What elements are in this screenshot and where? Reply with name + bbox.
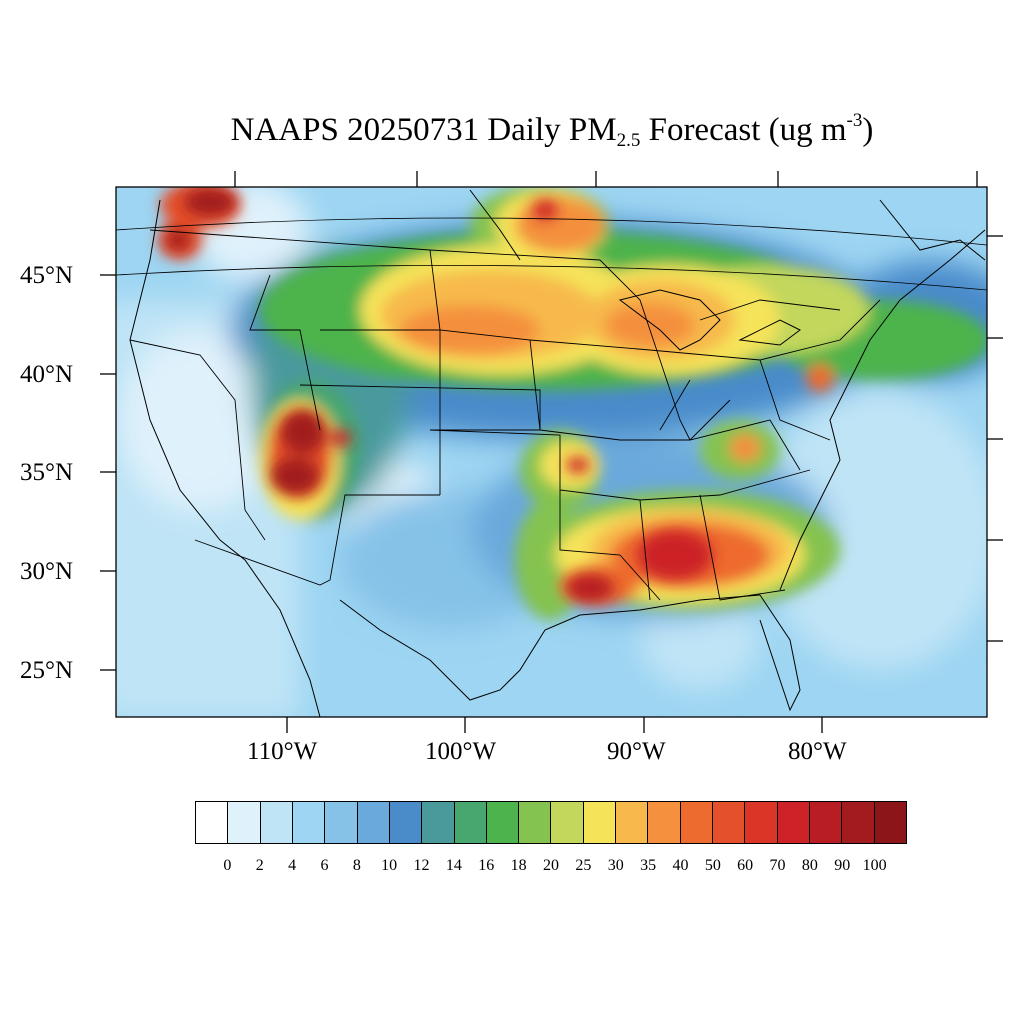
colorbar-tick-label: 25: [575, 857, 592, 874]
colorbar-cell: [260, 802, 293, 843]
colorbar-tick-label: 8: [352, 857, 361, 874]
colorbar-tick-label: 2: [255, 857, 264, 874]
coastline: [129, 189, 986, 717]
colorbar-cell: [454, 802, 487, 843]
colorbar-tick-label: 14: [445, 857, 462, 874]
colorbar: [195, 801, 907, 844]
lat-label-45: 45°N: [20, 262, 74, 289]
map-field: [116, 187, 987, 717]
title-middle: Forecast (ug m: [640, 112, 847, 148]
lon-label-90w: 90°W: [607, 738, 666, 765]
colorbar-cell: [713, 802, 746, 843]
colorbar-cell: [325, 802, 358, 843]
lat-label-25: 25°N: [20, 657, 74, 684]
colorbar-tick-label: 70: [769, 857, 786, 874]
title-suffix: ): [862, 112, 874, 148]
colorbar-cell: [616, 802, 649, 843]
colorbar-cell: [357, 802, 390, 843]
lat-label-40: 40°N: [20, 361, 74, 388]
colorbar-tick-label: 10: [381, 857, 398, 874]
title-subscript: 2.5: [616, 130, 641, 151]
colorbar-tick-label: 90: [834, 857, 851, 874]
colorbar-ticks: 0 2 4 6 8 10 12 14 16 18 20 25 30 35 40 50 60 70 80 90 100: [0, 857, 1024, 879]
colorbar-tick-label: 6: [320, 857, 329, 874]
colorbar-cell: [809, 802, 843, 843]
colorbar-tick-label: 4: [288, 857, 297, 874]
colorbar-cell: [551, 802, 584, 843]
lon-label-80w: 80°W: [788, 738, 847, 765]
lon-label-100w: 100°W: [425, 738, 497, 765]
lat-label-30: 30°N: [20, 558, 74, 585]
colorbar-tick-label: 20: [543, 857, 559, 874]
colorbar-tick-label: 80: [801, 857, 818, 874]
colorbar-tick-label: 30: [607, 857, 624, 874]
axis-ticks: [100, 171, 1003, 733]
colorbar-tick-label: 18: [510, 857, 527, 874]
colorbar-cell: [486, 802, 520, 843]
colorbar-cell: [519, 802, 552, 843]
colorbar-cell: [842, 802, 875, 843]
state-borders: [129, 229, 881, 601]
colorbar-cell: [745, 802, 778, 843]
colorbar-tick-label: 40: [672, 857, 689, 874]
colorbar-cell: [292, 802, 326, 843]
colorbar-cell: [583, 802, 617, 843]
colorbar-cell: [196, 802, 229, 843]
graticule: [116, 217, 987, 291]
colorbar-tick-label: 0: [223, 857, 232, 874]
lon-label-110w: 110°W: [247, 738, 318, 765]
map-title: NAAPS 20250731 Daily PM2.5 Forecast (ug …: [0, 110, 1024, 152]
colorbar-cell: [874, 802, 906, 843]
colorbar-cell: [777, 802, 810, 843]
colorbar-tick-label: 50: [704, 857, 721, 874]
title-superscript: -3: [846, 110, 863, 131]
colorbar-cell: [680, 802, 713, 843]
title-prefix: NAAPS 20250731 Daily PM: [230, 112, 617, 148]
colorbar-cell: [389, 802, 423, 843]
colorbar-cell: [228, 802, 261, 843]
colorbar-cell: [648, 802, 681, 843]
colorbar-tick-label: 12: [413, 857, 430, 874]
colorbar-tick-label: 100: [862, 857, 887, 874]
lat-label-35: 35°N: [20, 459, 74, 486]
colorbar-tick-label: 35: [640, 857, 657, 874]
colorbar-tick-label: 60: [737, 857, 754, 874]
colorbar-tick-label: 16: [478, 857, 495, 874]
map-frame: [115, 186, 988, 718]
colorbar-cell: [422, 802, 455, 843]
